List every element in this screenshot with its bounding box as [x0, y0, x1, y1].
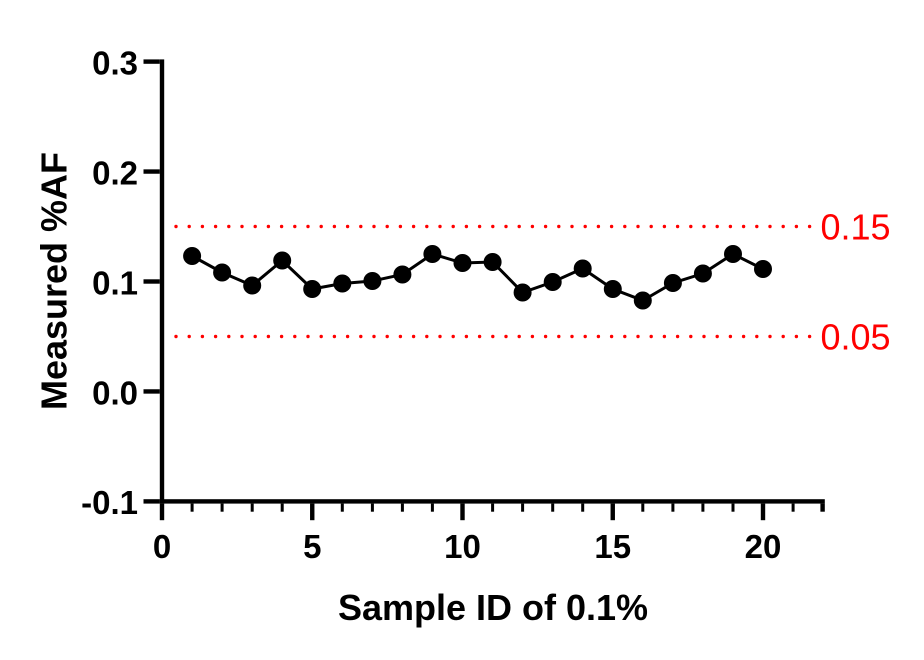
svg-text:5: 5 — [303, 528, 321, 565]
svg-text:15: 15 — [594, 528, 631, 565]
svg-text:0.1: 0.1 — [92, 264, 138, 301]
svg-text:0.2: 0.2 — [92, 154, 138, 191]
svg-text:0.15: 0.15 — [821, 207, 891, 248]
svg-text:0.0: 0.0 — [92, 374, 138, 411]
svg-text:Sample ID of 0.1%: Sample ID of 0.1% — [338, 587, 648, 628]
svg-text:0: 0 — [153, 528, 171, 565]
svg-text:0.3: 0.3 — [92, 44, 138, 81]
svg-text:Measured %AF: Measured %AF — [34, 152, 75, 410]
svg-text:0.05: 0.05 — [821, 317, 891, 358]
svg-text:10: 10 — [444, 528, 481, 565]
svg-text:20: 20 — [745, 528, 782, 565]
svg-text:-0.1: -0.1 — [81, 484, 138, 521]
